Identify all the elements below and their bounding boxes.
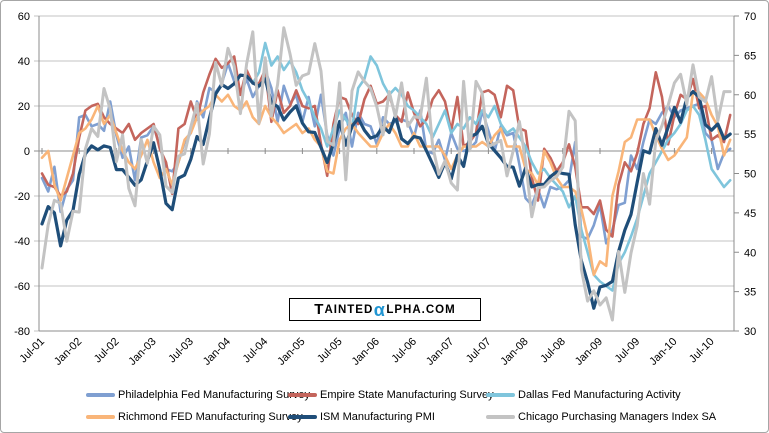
left-axis-tick-label: 20 xyxy=(18,101,30,113)
series-line xyxy=(40,73,732,310)
watermark-text-part3: LPHA.COM xyxy=(386,303,456,316)
right-axis-tick-label: 35 xyxy=(744,287,756,299)
right-axis-tick-label: 55 xyxy=(744,129,756,141)
x-axis-tick-label: Jul-10 xyxy=(687,336,717,366)
x-axis-tick-label: Jul-04 xyxy=(241,336,271,366)
x-axis-tick-label: Jul-02 xyxy=(92,336,122,366)
left-axis-tick-label: -40 xyxy=(14,236,30,248)
right-axis-tick-label: 50 xyxy=(744,169,756,181)
x-axis-tick-label: Jan-08 xyxy=(498,336,530,368)
x-axis-tick-label: Jan-05 xyxy=(275,336,307,368)
x-axis-tick-label: Jul-06 xyxy=(389,336,419,366)
right-axis-tick-label: 65 xyxy=(744,50,756,62)
x-axis-tick-label: Jan-03 xyxy=(126,336,158,368)
left-axis-tick-label: -60 xyxy=(14,281,30,293)
x-axis-tick-label: Jul-05 xyxy=(315,336,345,366)
series-line xyxy=(40,26,732,322)
x-axis-tick-label: Jan-09 xyxy=(573,336,605,368)
series-line xyxy=(251,41,732,292)
series-line xyxy=(40,55,732,238)
right-axis-tick-label: 70 xyxy=(744,11,756,23)
watermark-text-part1: T xyxy=(314,301,325,318)
x-axis-tick-label: Jan-04 xyxy=(201,336,233,368)
left-axis-tick-label: -80 xyxy=(14,326,30,338)
x-axis-tick-label: Jul-01 xyxy=(17,336,47,366)
right-axis-tick-label: 30 xyxy=(744,326,756,338)
x-axis-tick-label: Jan-02 xyxy=(52,336,84,368)
right-axis-tick-label: 40 xyxy=(744,247,756,259)
right-axis-tick-label: 45 xyxy=(744,208,756,220)
x-axis-tick-label: Jul-03 xyxy=(166,336,196,366)
left-axis-tick-label: 60 xyxy=(18,11,30,23)
watermark-text-part2: AINTED xyxy=(324,303,374,316)
left-axis-tick-label: 0 xyxy=(24,146,30,158)
x-axis-tick-label: Jul-08 xyxy=(538,336,568,366)
x-axis-tick-label: Jul-09 xyxy=(613,336,643,366)
x-axis-tick-label: Jan-06 xyxy=(350,336,382,368)
left-axis-tick-label: 40 xyxy=(18,56,30,68)
watermark-box: T AINTED α LPHA.COM xyxy=(289,298,481,321)
watermark-alpha-glyph: α xyxy=(373,299,386,320)
left-axis-tick-label: -20 xyxy=(14,191,30,203)
x-axis-tick-label: Jan-07 xyxy=(424,336,456,368)
right-axis-tick-label: 60 xyxy=(744,90,756,102)
x-axis-tick-label: Jan-10 xyxy=(647,336,679,368)
x-axis-tick-label: Jul-07 xyxy=(464,336,494,366)
